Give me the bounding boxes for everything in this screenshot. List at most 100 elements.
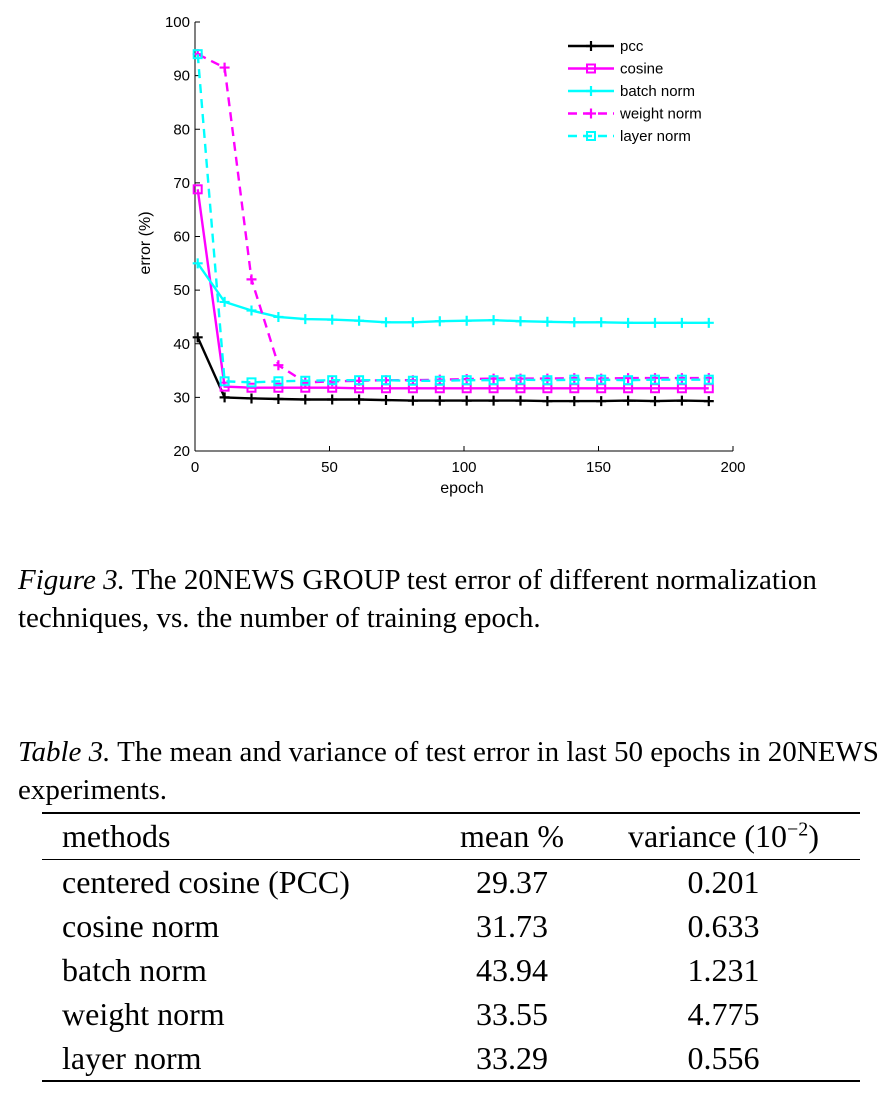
cell-method: cosine norm <box>62 907 220 944</box>
data-point <box>461 395 472 406</box>
legend-label: layer norm <box>620 128 691 145</box>
data-point <box>273 382 284 393</box>
data-point <box>380 395 391 406</box>
data-point <box>596 374 607 385</box>
data-point <box>649 317 660 328</box>
series-pcc <box>192 332 714 407</box>
data-point <box>192 332 203 343</box>
legend-label: batch norm <box>620 83 695 100</box>
legend-entry-cosine: cosine <box>568 61 663 78</box>
error-vs-epoch-chart: 20 30 40 50 60 70 80 90 100 0 50 100 150 200 pcc cosin… <box>137 14 746 497</box>
legend-marker <box>586 63 596 74</box>
data-point <box>569 317 580 328</box>
series-cosine <box>192 184 714 394</box>
table-row: centered cosine (PCC) 29.37 0.201 <box>42 860 860 905</box>
header-variance-text: variance (10 <box>628 818 788 854</box>
table-row: layer norm 33.29 0.556 <box>42 1036 860 1081</box>
data-point <box>434 395 445 406</box>
data-point <box>649 374 660 385</box>
data-point <box>623 375 634 386</box>
header-methods: methods <box>62 818 171 854</box>
table-row: weight norm 33.55 4.775 <box>42 992 860 1036</box>
header-variance-exponent: −2 <box>787 818 809 841</box>
data-point <box>515 395 526 406</box>
data-point <box>542 396 553 407</box>
data-point <box>300 375 311 386</box>
data-point <box>246 393 257 404</box>
cell-variance: 0.201 <box>687 863 760 900</box>
table-caption: Table 3. The mean and variance of test e… <box>18 733 884 809</box>
y-tick-label: 50 <box>173 282 190 299</box>
data-point <box>407 395 418 406</box>
data-point <box>327 375 338 386</box>
data-point <box>380 317 391 328</box>
data-point <box>676 395 687 406</box>
cell-variance: 1.231 <box>687 951 760 988</box>
y-tick-label: 60 <box>173 229 190 246</box>
data-point <box>273 393 284 404</box>
y-tick-label: 20 <box>173 443 190 460</box>
table-row: batch norm 43.94 1.231 <box>42 948 860 992</box>
cell-mean: 31.73 <box>476 907 548 944</box>
x-tick-label: 200 <box>720 459 745 476</box>
data-point <box>300 394 311 405</box>
data-point <box>461 315 472 326</box>
chart-axes: 20 30 40 50 60 70 80 90 100 0 50 100 150 200 <box>165 14 746 476</box>
data-point <box>623 395 634 406</box>
header-variance-close: ) <box>808 818 819 854</box>
data-point <box>703 317 714 328</box>
data-point <box>219 381 230 392</box>
data-point <box>434 375 445 386</box>
series-layer-norm <box>192 49 714 388</box>
data-point <box>407 375 418 386</box>
cell-variance: 0.633 <box>687 907 760 944</box>
x-axis-label: epoch <box>440 480 484 497</box>
y-axis-label: error (%) <box>137 211 154 274</box>
chart-legend: pcc cosine batch norm weight norm layer norm <box>568 38 702 145</box>
legend-entry-pcc: pcc <box>568 38 644 55</box>
data-point <box>703 374 714 385</box>
y-tick-label: 80 <box>173 121 190 138</box>
y-tick-label: 40 <box>173 336 190 353</box>
data-point <box>354 394 365 405</box>
series-line-weight-norm <box>197 53 709 384</box>
data-point <box>623 317 634 328</box>
data-point <box>542 375 553 386</box>
data-point <box>300 314 311 325</box>
data-point <box>676 317 687 328</box>
data-point <box>434 316 445 327</box>
legend-entry-weight-norm: weight norm <box>568 106 702 123</box>
legend-marker <box>586 131 596 141</box>
data-point <box>273 360 284 371</box>
legend-marker <box>586 41 596 51</box>
cell-mean: 33.29 <box>476 1039 548 1076</box>
series-line-layer-norm <box>196 54 709 384</box>
legend-entry-layer-norm: layer norm <box>568 128 691 145</box>
data-point <box>703 396 714 407</box>
x-tick-label: 0 <box>191 459 199 476</box>
data-point <box>569 374 580 385</box>
data-point <box>192 184 203 195</box>
x-tick-label: 150 <box>586 459 611 476</box>
data-point <box>488 395 499 406</box>
data-point <box>676 374 687 385</box>
legend-label: pcc <box>620 38 644 55</box>
data-point <box>273 376 284 387</box>
series-line-batch-norm <box>196 262 709 324</box>
legend-entry-batch-norm: batch norm <box>568 83 695 100</box>
data-point <box>354 315 365 326</box>
data-point <box>246 382 257 393</box>
cell-variance: 0.556 <box>687 1039 760 1076</box>
table-row: cosine norm 31.73 0.633 <box>42 904 860 948</box>
figure-caption: Figure 3. The 20NEWS GROUP test error of… <box>18 561 884 637</box>
figure-label: Figure 3. <box>18 564 125 596</box>
data-point <box>192 258 203 269</box>
data-point <box>219 392 230 403</box>
data-point <box>219 62 230 73</box>
cell-method: weight norm <box>62 995 225 1032</box>
data-point <box>596 396 607 407</box>
series-line-cosine <box>196 189 709 390</box>
figure-caption-text: The 20NEWS GROUP test error of different… <box>18 564 817 634</box>
data-point <box>461 375 472 386</box>
cell-variance: 4.775 <box>687 995 760 1032</box>
